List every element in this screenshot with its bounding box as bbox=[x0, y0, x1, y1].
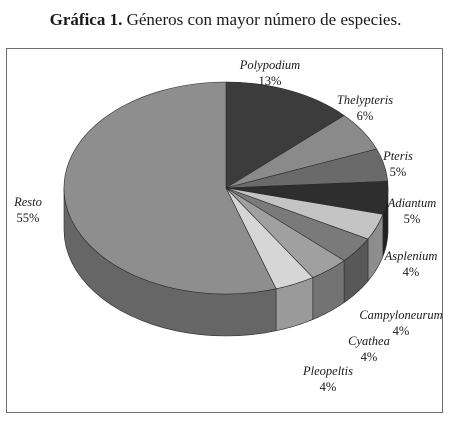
slice-name-thelypteris: Thelypteris bbox=[337, 93, 393, 107]
slice-name-cyathea: Cyathea bbox=[348, 334, 390, 348]
slice-label-cyathea: Cyathea 4% bbox=[348, 334, 390, 364]
slice-label-campyloneurum: Campyloneurum 4% bbox=[359, 308, 442, 338]
slice-percent-campyloneurum: 4% bbox=[393, 324, 410, 338]
pie-top-faces bbox=[63, 81, 389, 295]
pie-labels: Polypodium13%Thelypteris6%Pteris5%Adiant… bbox=[13, 58, 443, 394]
slice-label-thelypteris: Thelypteris 6% bbox=[337, 93, 393, 123]
slice-name-adiantum: Adiantum bbox=[387, 196, 437, 210]
slice-label-resto: Resto 55% bbox=[13, 195, 42, 225]
slice-percent-asplenium: 4% bbox=[403, 265, 420, 279]
figure-caption: Gráfica 1. Géneros con mayor número de e… bbox=[0, 10, 451, 30]
slice-name-polypodium: Polypodium bbox=[239, 58, 300, 72]
slice-percent-polypodium: 13% bbox=[259, 74, 282, 88]
pie-slice-polypodium bbox=[225, 81, 345, 189]
slice-name-resto: Resto bbox=[13, 195, 42, 209]
slice-percent-pteris: 5% bbox=[390, 165, 407, 179]
pie-slice-resto bbox=[63, 81, 277, 295]
slice-label-adiantum: Adiantum 5% bbox=[387, 196, 437, 226]
slice-name-pteris: Pteris bbox=[382, 149, 413, 163]
slice-name-asplenium: Asplenium bbox=[384, 249, 438, 263]
slice-percent-resto: 55% bbox=[17, 211, 40, 225]
pie-chart: Polypodium13%Thelypteris6%Pteris5%Adiant… bbox=[13, 58, 443, 394]
slice-name-campyloneurum: Campyloneurum bbox=[359, 308, 442, 322]
caption-text: Géneros con mayor número de especies. bbox=[126, 10, 402, 29]
caption-prefix: Gráfica 1. bbox=[49, 10, 123, 29]
slice-percent-thelypteris: 6% bbox=[357, 109, 374, 123]
slice-name-pleopeltis: Pleopeltis bbox=[302, 364, 353, 378]
slice-label-pteris: Pteris 5% bbox=[382, 149, 413, 179]
slice-label-polypodium: Polypodium 13% bbox=[239, 58, 300, 88]
slice-label-asplenium: Asplenium 4% bbox=[384, 249, 438, 279]
slice-percent-cyathea: 4% bbox=[361, 350, 378, 364]
slice-percent-pleopeltis: 4% bbox=[320, 380, 337, 394]
slice-label-pleopeltis: Pleopeltis 4% bbox=[302, 364, 353, 394]
slice-percent-adiantum: 5% bbox=[404, 212, 421, 226]
